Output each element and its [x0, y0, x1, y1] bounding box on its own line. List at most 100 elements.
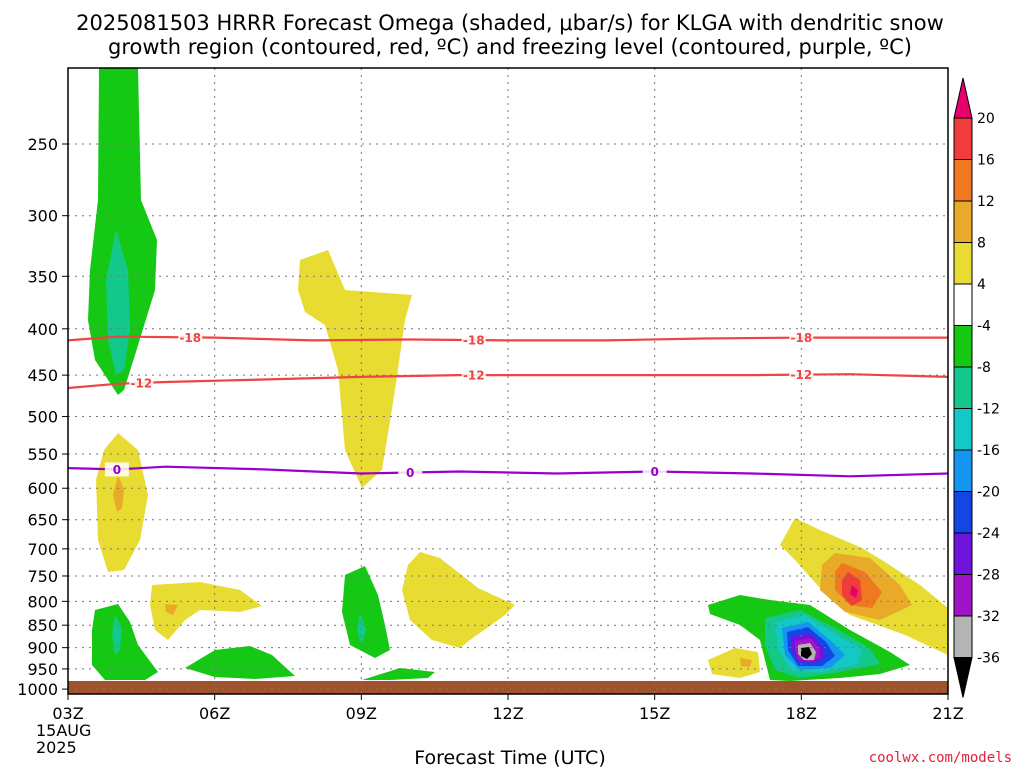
y-tick-label: 650: [27, 511, 58, 530]
contour-label: 0: [406, 466, 414, 480]
colorbar-swatch: [953, 325, 973, 368]
omega-positive-sfc-17z: [708, 648, 760, 678]
x-date-line-2: 2025: [36, 738, 77, 757]
x-tick-label: 06Z: [199, 704, 230, 723]
colorbar-swatch: [953, 615, 973, 658]
omega-negative-low-09z: [342, 566, 390, 658]
colorbar-tick-label: 12: [977, 194, 995, 210]
x-tick-label: 12Z: [492, 704, 523, 723]
contour-label-bg: [129, 375, 154, 390]
omega-negative-upper-column: [88, 68, 157, 395]
x-tick-label: 03Z: [52, 704, 83, 723]
contour-label: -18: [179, 331, 201, 345]
omega-shading: [88, 68, 948, 681]
x-tick-label: 18Z: [786, 704, 817, 723]
colorbar-swatch: [953, 449, 973, 492]
contour-label: -12: [130, 376, 152, 390]
omega-positive-low-05z-core: [165, 604, 178, 615]
colorbar-swatch: [953, 283, 973, 326]
colorbar-swatch: [953, 491, 973, 534]
colorbar-tick-label: -24: [977, 526, 1000, 542]
credit-text: coolwx.com/models: [869, 750, 1012, 766]
colorbar-tick-label: 20: [977, 111, 995, 127]
omega-positive-upper-09z: [298, 250, 412, 488]
omega-positive-low-10z: [402, 552, 515, 648]
colorbar-swatch: [953, 117, 973, 160]
y-tick-label: 750: [27, 567, 58, 586]
colorbar-swatch: [953, 574, 973, 617]
y-axis: 250 300 350 400 450 500 550 600 650 700 750 800 850 9…: [17, 135, 58, 699]
y-tick-label: 400: [27, 320, 58, 339]
colorbar-tick-label: -36: [977, 651, 1000, 667]
chart-title-line1: 2025081503 HRRR Forecast Omega (shaded, …: [76, 11, 944, 35]
contour-label-bg: [461, 333, 486, 348]
contour-label: 0: [650, 465, 658, 479]
colorbar-tick-label: 4: [977, 277, 986, 293]
y-tick-label: 850: [27, 616, 58, 635]
omega-positive-low-05z: [150, 582, 262, 640]
colorbar-tick-label: -8: [977, 360, 991, 376]
y-tick-label: 800: [27, 592, 58, 611]
contour-label: 0: [113, 463, 121, 477]
omega-positive-mid-04z-core: [113, 475, 124, 512]
colorbar-tick-label: -28: [977, 568, 1000, 584]
y-tick-label: 900: [27, 639, 58, 658]
x-tick-label: 09Z: [346, 704, 377, 723]
colorbar: 20 16 12 8 4 -4 -8 -12 -16 -20 -24 -28 -32 -36: [953, 77, 1000, 698]
ground-strip: [68, 681, 948, 694]
colorbar-tick-label: 8: [977, 236, 986, 252]
y-tick-label: 600: [27, 479, 58, 498]
contour-label-bg: [461, 368, 486, 383]
y-tick-label: 950: [27, 660, 58, 679]
omega-negative-upper-core: [106, 230, 130, 375]
y-tick-label: 250: [27, 135, 58, 154]
colorbar-tick-label: -12: [977, 402, 1000, 418]
y-tick-label: 350: [27, 267, 58, 286]
contour-label-bg: [104, 462, 129, 477]
y-tick-label: 1000: [17, 680, 58, 699]
colorbar-tick-label: -32: [977, 609, 1000, 625]
colorbar-swatch: [953, 366, 973, 409]
colorbar-swatch: [953, 242, 973, 285]
colorbar-top-arrow: [953, 77, 973, 119]
x-axis-label: Forecast Time (UTC): [414, 747, 605, 768]
colorbar-swatch: [953, 159, 973, 202]
contour-label-bg: [789, 330, 814, 345]
colorbar-swatch: [953, 200, 973, 243]
contour-label: -18: [463, 334, 485, 348]
y-tick-label: 450: [27, 366, 58, 385]
colorbar-tick-label: -4: [977, 319, 991, 335]
grid: [62, 68, 949, 700]
omega-positive-19z-20: [850, 585, 858, 598]
contour-label-bg: [642, 464, 667, 479]
chart-title-line2: growth region (contoured, red, ºC) and f…: [108, 35, 912, 59]
colorbar-tick-label: -20: [977, 485, 1000, 501]
omega-negative-sfc-10z: [362, 668, 435, 680]
y-tick-label: 550: [27, 445, 58, 464]
x-axis: 03Z 06Z 09Z 12Z 15Z 18Z 21Z: [52, 704, 963, 723]
omega-negative-low-04z-core: [112, 615, 122, 655]
contour-label-bg: [398, 465, 423, 480]
y-tick-label: 300: [27, 207, 58, 226]
colorbar-swatch: [953, 408, 973, 451]
colorbar-bottom-arrow: [953, 657, 973, 698]
plot-area: -18 -18 -18 -12 -12 -12 0 0 0: [62, 67, 949, 700]
contour-label-bg: [178, 330, 203, 345]
plot-border: [67, 67, 949, 695]
contours: -18 -18 -18 -12 -12 -12 0 0 0: [67, 330, 949, 480]
colorbar-tick-label: -16: [977, 443, 1000, 459]
x-tick-label: 21Z: [932, 704, 963, 723]
contour-label-bg: [789, 367, 814, 382]
x-date-line-1: 15AUG: [36, 721, 91, 740]
contour-line-0: [67, 465, 949, 478]
contour-label: -12: [790, 368, 812, 382]
y-tick-label: 700: [27, 540, 58, 559]
omega-positive-sfc-17z-core: [740, 658, 752, 667]
omega-negative-low-04z: [92, 604, 158, 680]
contour-label: -12: [463, 369, 485, 383]
y-tick-label: 500: [27, 408, 58, 427]
omega-negative-18z-36: [801, 647, 812, 659]
colorbar-swatch: [953, 532, 973, 575]
x-tick-label: 15Z: [639, 704, 670, 723]
